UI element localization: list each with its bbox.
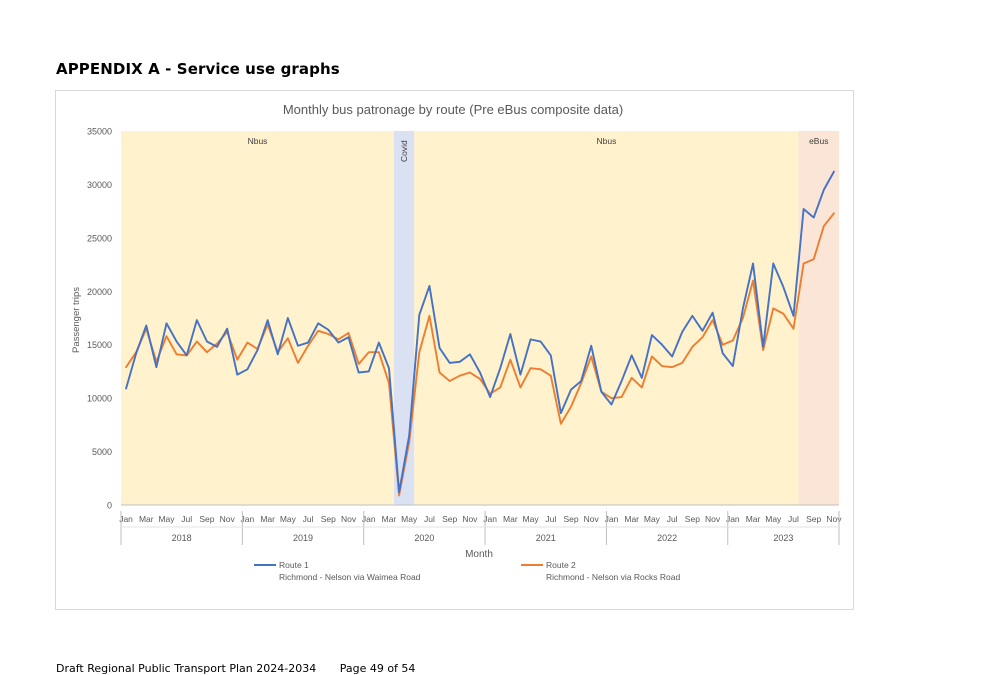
period-band-ebus	[798, 131, 839, 505]
y-axis-label: Passenger trips	[71, 287, 82, 353]
x-tick-label: Mar	[260, 514, 275, 524]
x-tick-label: Jan	[726, 514, 740, 524]
y-tick-label: 20000	[87, 287, 112, 297]
chart-title: Monthly bus patronage by route (Pre eBus…	[283, 102, 623, 117]
x-tick-label: Nov	[462, 514, 478, 524]
period-band-covid	[394, 131, 415, 505]
y-tick-label: 15000	[87, 340, 112, 350]
x-tick-label: Mar	[382, 514, 397, 524]
x-tick-label: Nov	[705, 514, 721, 524]
x-tick-label: Jan	[119, 514, 133, 524]
axes: 0 5000 10000 15000 20000 25000 30000 35000 Jan Ma…	[87, 127, 842, 545]
period-bands: Nbus Covid Nbus eBus	[121, 131, 839, 505]
y-tick-label: 5000	[92, 447, 112, 457]
legend-series-name: Route 1	[279, 560, 309, 570]
year-label: 2018	[172, 533, 192, 543]
y-tick-label: 35000	[87, 127, 112, 137]
x-tick-label: May	[158, 514, 175, 524]
y-tick-label: 10000	[87, 394, 112, 404]
x-tick-label: Nov	[220, 514, 236, 524]
series-lines	[125, 170, 835, 497]
page-heading: APPENDIX A - Service use graphs	[56, 60, 340, 78]
series-line-route-1	[125, 170, 835, 494]
x-tick-label: Nov	[584, 514, 600, 524]
year-label: 2021	[536, 533, 556, 543]
x-tick-label: Sep	[199, 514, 214, 524]
x-tick-label: Jan	[362, 514, 376, 524]
x-tick-label: Jan	[483, 514, 497, 524]
x-tick-label: May	[401, 514, 418, 524]
year-label: 2020	[414, 533, 434, 543]
footer-document-title: Draft Regional Public Transport Plan 202…	[56, 662, 317, 675]
x-tick-label: Sep	[321, 514, 336, 524]
x-tick-label: Mar	[624, 514, 639, 524]
year-label: 2023	[773, 533, 793, 543]
legend-series-name: Route 2	[546, 560, 576, 570]
x-tick-label: May	[644, 514, 661, 524]
x-tick-label: Jul	[181, 514, 192, 524]
x-tick-label: Mar	[139, 514, 154, 524]
legend-series-description: Richmond - Nelson via Waimea Road	[279, 572, 421, 582]
page-footer: Draft Regional Public Transport Plan 202…	[56, 662, 415, 675]
x-axis-label: Month	[465, 549, 493, 560]
year-label: 2022	[657, 533, 677, 543]
period-label: eBus	[809, 136, 828, 146]
patronage-line-chart: Monthly bus patronage by route (Pre eBus…	[71, 102, 842, 582]
x-tick-label: Nov	[826, 514, 842, 524]
period-label: Covid	[399, 140, 409, 162]
x-tick-label: Sep	[563, 514, 578, 524]
y-tick-label: 25000	[87, 233, 112, 243]
x-tick-label: Sep	[685, 514, 700, 524]
year-label: 2019	[293, 533, 313, 543]
period-label: Nbus	[596, 136, 616, 146]
x-tick-label: Jan	[241, 514, 255, 524]
x-tick-label: May	[765, 514, 782, 524]
x-tick-label: Jul	[667, 514, 678, 524]
period-label: Nbus	[248, 136, 268, 146]
y-tick-label: 30000	[87, 180, 112, 190]
x-tick-label: Mar	[746, 514, 761, 524]
legend: Route 1 Richmond - Nelson via Waimea Road…	[254, 560, 680, 582]
chart-frame: Monthly bus patronage by route (Pre eBus…	[55, 90, 854, 610]
x-tick-label: Jul	[788, 514, 799, 524]
x-tick-label: Jul	[545, 514, 556, 524]
x-tick-label: Jul	[303, 514, 314, 524]
legend-series-description: Richmond - Nelson via Rocks Road	[546, 572, 680, 582]
period-band-nbus	[121, 131, 395, 505]
x-tick-label: Mar	[503, 514, 518, 524]
period-band-nbus	[414, 131, 799, 505]
x-tick-label: Sep	[442, 514, 457, 524]
x-tick-label: May	[523, 514, 540, 524]
footer-page-number: Page 49 of 54	[339, 662, 416, 675]
x-tick-label: Nov	[341, 514, 357, 524]
x-tick-label: May	[280, 514, 297, 524]
x-tick-label: Sep	[806, 514, 821, 524]
x-tick-label: Jul	[424, 514, 435, 524]
x-tick-label: Jan	[605, 514, 619, 524]
y-tick-label: 0	[107, 501, 112, 511]
